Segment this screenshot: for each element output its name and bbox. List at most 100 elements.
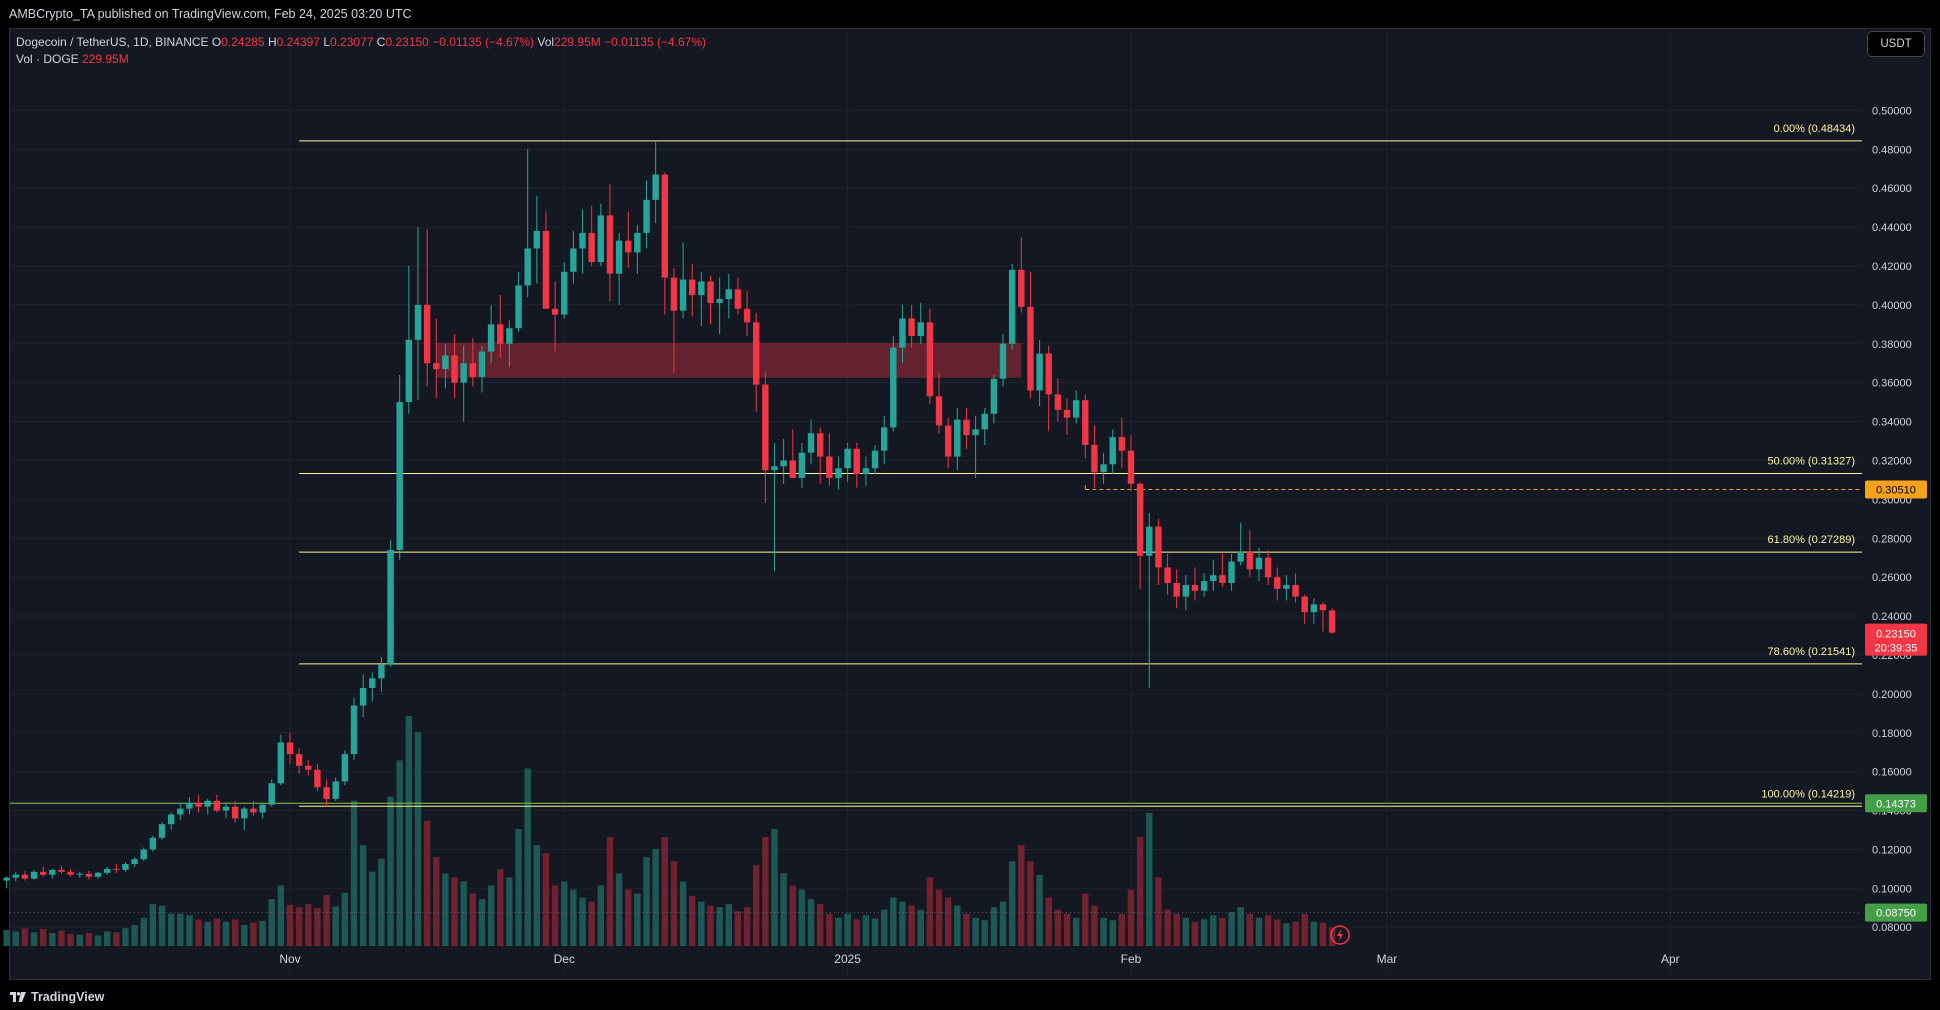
candle-body (1155, 526, 1162, 568)
candle-body (387, 549, 394, 665)
candle-body (1027, 306, 1034, 391)
candle-body (1182, 584, 1190, 597)
candle-body (625, 240, 632, 253)
volume-bar (113, 932, 120, 946)
volume-bar (743, 907, 751, 946)
green-price-tag: 0.14373 (1876, 798, 1916, 810)
candle-body (49, 869, 56, 875)
volume-bar (1255, 917, 1263, 946)
volume-bar (30, 932, 38, 946)
volume-bar (158, 905, 166, 946)
volume-bar (67, 933, 74, 946)
volume-bar (277, 885, 285, 946)
volume-bar (1301, 913, 1308, 946)
candle-body (213, 800, 221, 811)
fib-level-label: 100.00% (0.14219) (1761, 788, 1855, 800)
candle-body (963, 419, 970, 436)
candle-body (1310, 604, 1318, 613)
candle-body (85, 873, 93, 877)
volume-bar (1283, 923, 1290, 946)
candle-body (323, 787, 330, 799)
volume-bar (570, 889, 577, 946)
volume-bar (871, 918, 879, 946)
chart-panel[interactable] (9, 28, 1931, 980)
volume-bars (3, 716, 1336, 946)
volume-bar (917, 909, 924, 946)
candle-body (579, 232, 586, 249)
volume-bar (177, 913, 184, 946)
volume-bar (579, 897, 586, 946)
candle-body (880, 427, 888, 451)
candle-body (1328, 610, 1336, 633)
candle-body (1219, 575, 1226, 583)
volume-bar (396, 760, 403, 946)
y-tick-label: 0.44000 (1872, 222, 1912, 234)
candle-body (1210, 575, 1217, 582)
candle-body (122, 864, 129, 870)
fib-level-label: 50.00% (0.31327) (1768, 456, 1855, 468)
volume-bar (387, 796, 394, 946)
volume-bar (698, 901, 705, 946)
currency-button[interactable]: USDT (1867, 31, 1925, 57)
candle-body (570, 248, 577, 272)
volume-bar (1164, 909, 1171, 946)
candle-body (506, 328, 513, 344)
volume-bar (798, 889, 806, 946)
candle-body (643, 199, 650, 233)
volume-bar (1191, 921, 1199, 946)
candle-body (707, 281, 714, 303)
candle-body (1045, 353, 1052, 395)
candle-body (12, 874, 19, 878)
candle-body (835, 468, 842, 478)
overlay-layer: 0.00% (0.48434) 50.00% (0.31327) 61.80% (0… (10, 123, 1862, 945)
volume-bar (305, 904, 312, 946)
candle-body (478, 351, 486, 377)
volume-bar (588, 901, 595, 946)
close-label: C (376, 35, 386, 49)
volume-bar (826, 913, 833, 946)
volume-bar (990, 907, 998, 946)
x-tick-label: Dec (554, 952, 575, 966)
candle-body (1091, 444, 1098, 473)
volume-bar (935, 889, 943, 946)
tradingview-logo[interactable]: TradingView (10, 990, 104, 1004)
volume-bar (762, 837, 769, 946)
volume-bar (1228, 912, 1235, 946)
y-tick-label: 0.50000 (1872, 105, 1912, 117)
candle-body (423, 304, 431, 364)
candle-body (1191, 584, 1199, 591)
candle-body (853, 448, 860, 475)
volume-bar (49, 933, 56, 946)
candle-body (606, 215, 614, 274)
volume-bar (286, 904, 294, 946)
volume-bar (615, 873, 623, 946)
volume-bar (423, 820, 431, 946)
volume-bar (515, 828, 522, 946)
symbol-title[interactable]: Dogecoin / TetherUS, 1D, BINANCE (16, 35, 209, 49)
price-axis: 0.080000.100000.120000.140000.160000.180… (1872, 105, 1912, 934)
candle-body (780, 460, 787, 467)
candle-body (844, 448, 851, 469)
volume-bar (862, 915, 870, 946)
volume-bar (323, 895, 330, 946)
vol-row-label[interactable]: Vol · DOGE (16, 52, 79, 66)
volume-bar (359, 845, 367, 946)
candle-body (1246, 551, 1254, 570)
publish-bar: AMBCrypto_TA published on TradingView.co… (0, 0, 1940, 28)
volume-bar (780, 873, 787, 946)
candle-body (597, 215, 605, 263)
candle-body (634, 232, 641, 253)
volume-bar (1200, 919, 1208, 946)
candle-body (1274, 577, 1281, 589)
candle-body (679, 279, 687, 311)
candle-body (542, 230, 550, 309)
volume-bar (1072, 917, 1080, 946)
candle-body (250, 808, 257, 813)
resistance-zone (436, 342, 1022, 378)
volume-bar (1118, 913, 1126, 946)
candle-body (259, 804, 266, 813)
candle-body (515, 285, 522, 329)
volume-bar (433, 857, 440, 946)
fib-level-label: 78.60% (0.21541) (1768, 646, 1855, 658)
